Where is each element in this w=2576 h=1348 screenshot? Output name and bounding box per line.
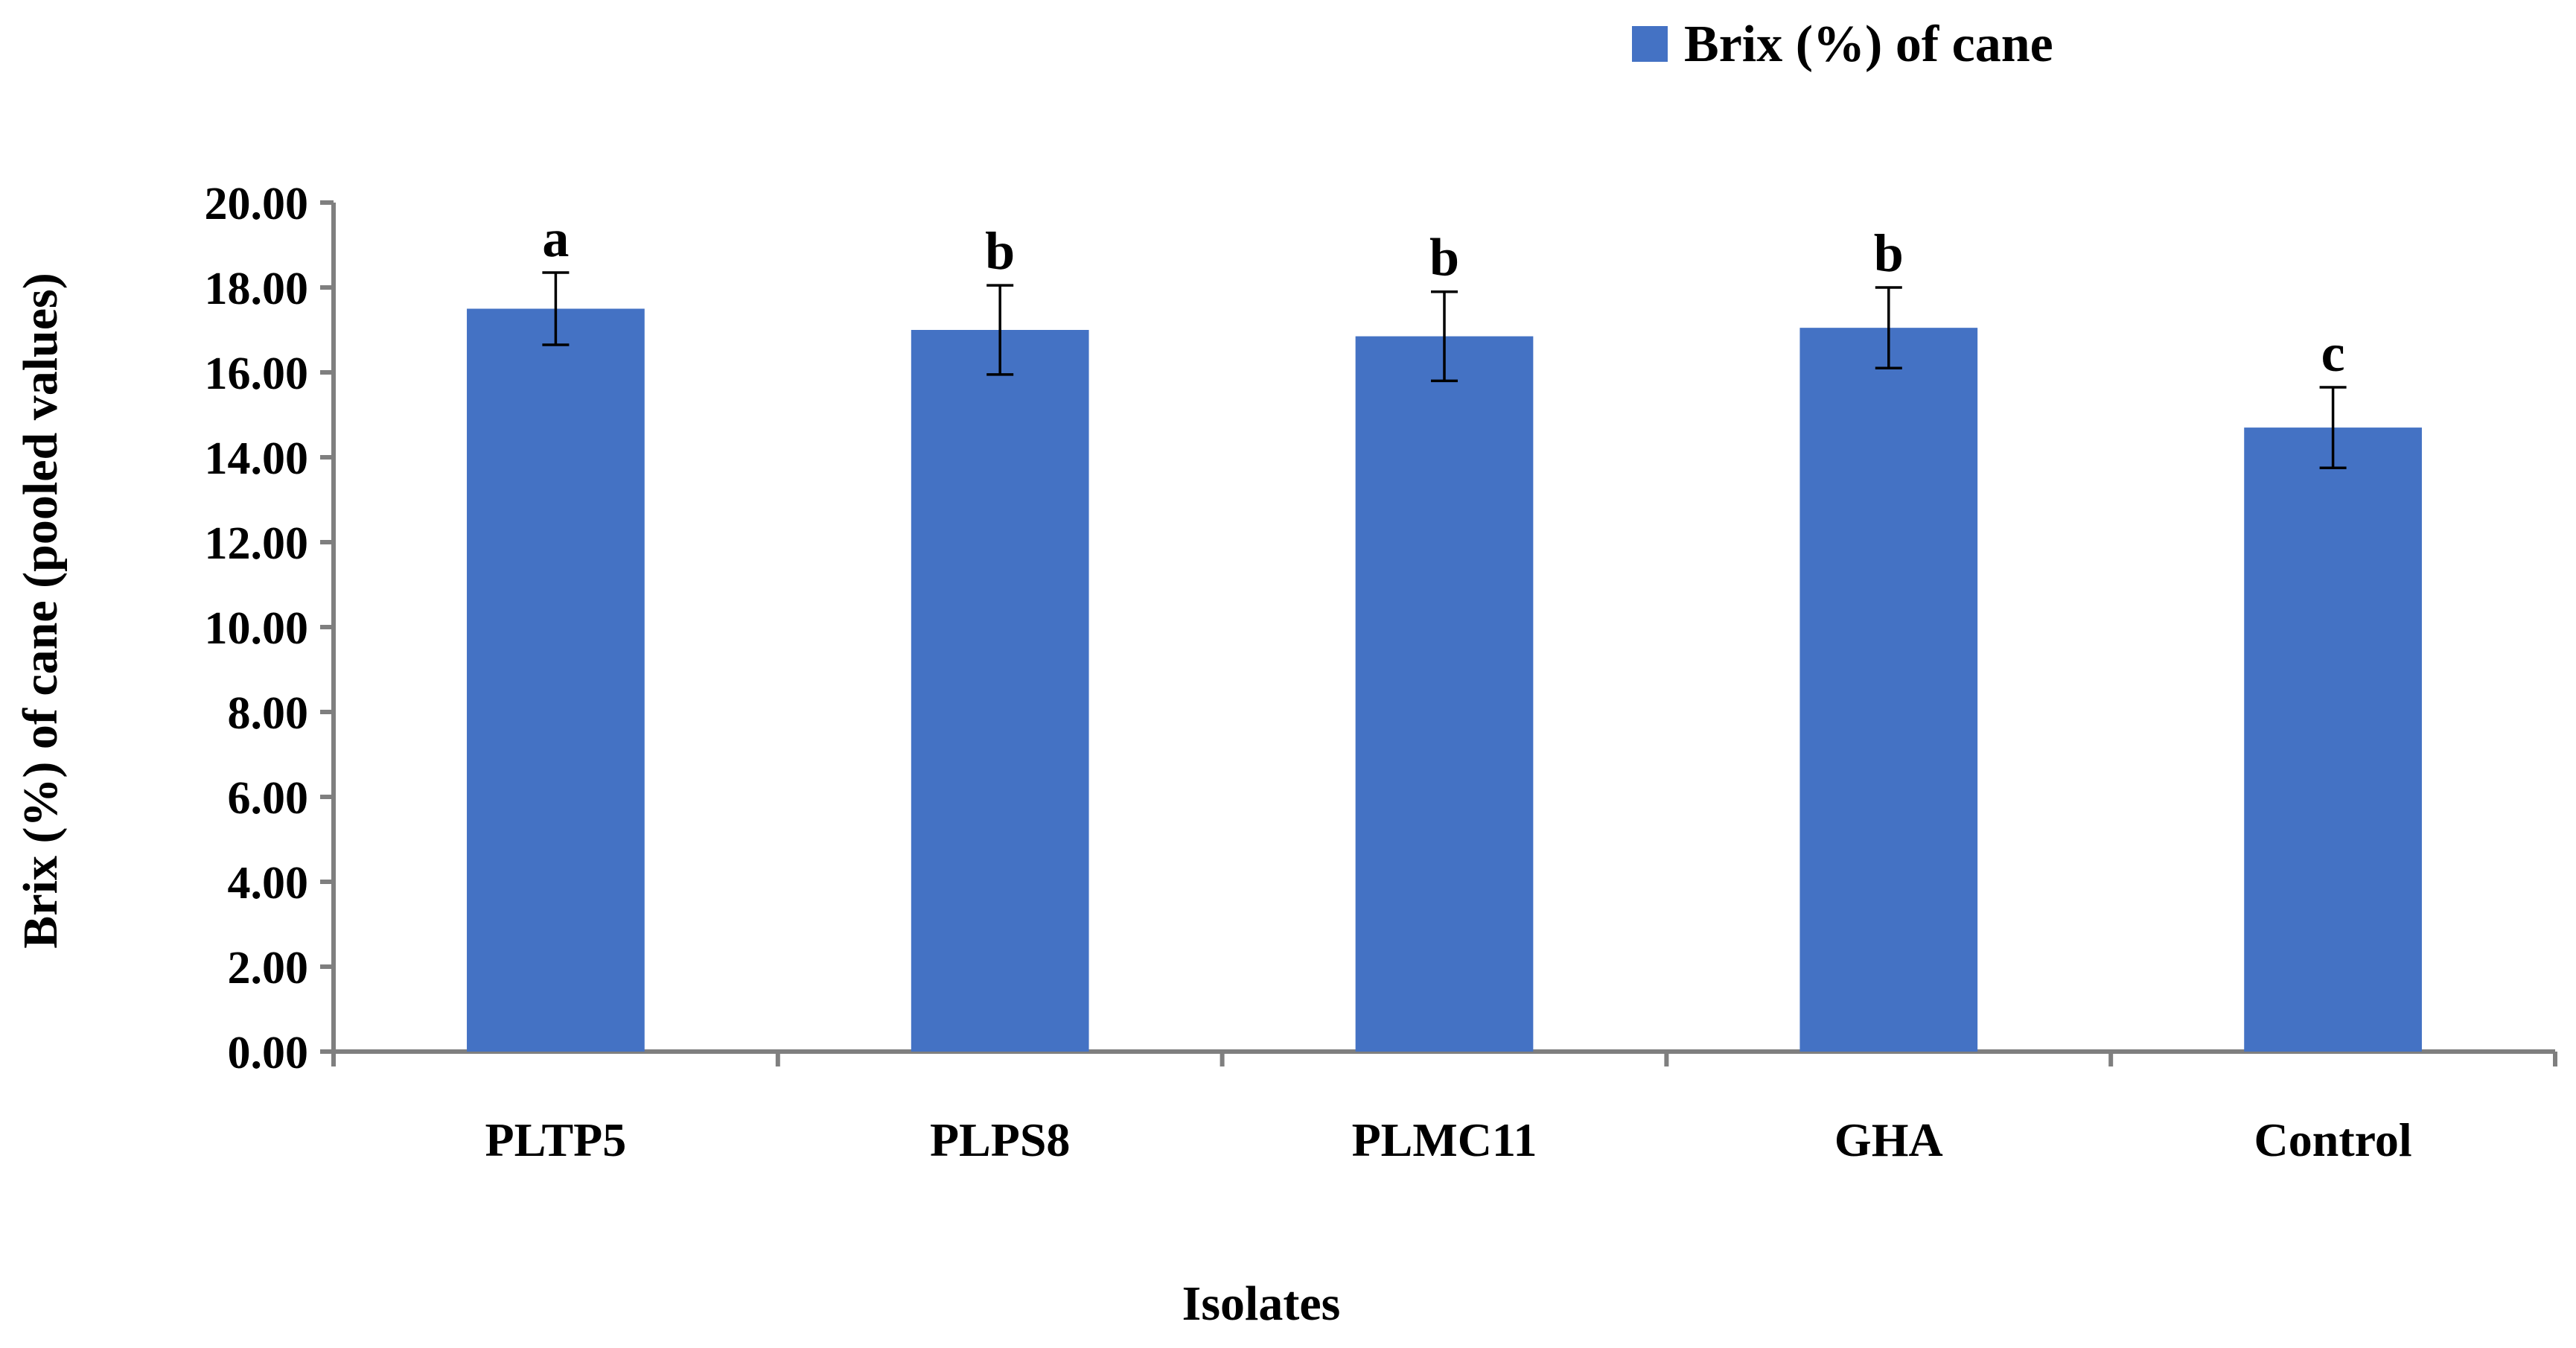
y-tick-label: 14.00 xyxy=(205,433,309,484)
bars: a b b b c xyxy=(467,209,2422,1052)
bar xyxy=(2244,427,2422,1052)
legend: Brix (%) of cane xyxy=(1632,16,2053,73)
y-tick-label: 2.00 xyxy=(228,943,309,993)
y-tick-label: 4.00 xyxy=(228,858,309,909)
x-tick-label: Control xyxy=(2254,1113,2412,1166)
y-tick-label: 12.00 xyxy=(205,518,309,569)
significance-label: b xyxy=(1874,223,1904,283)
y-tick-label: 10.00 xyxy=(205,603,309,654)
x-tick-label: PLTP5 xyxy=(485,1113,627,1166)
x-tick-label: PLPS8 xyxy=(930,1113,1070,1166)
y-axis-title: Brix (%) of cane (pooled values) xyxy=(13,273,68,948)
y-tick-label: 16.00 xyxy=(205,349,309,399)
y-tick-label: 8.00 xyxy=(228,688,309,739)
y-axis: 0.00 2.00 4.00 6.00 8.00 10.00 12.00 14.00 16.00… xyxy=(205,179,336,1078)
y-tick-label: 6.00 xyxy=(228,773,309,824)
y-tick-label: 18.00 xyxy=(205,264,309,314)
bar xyxy=(911,330,1089,1052)
x-axis-title: Isolates xyxy=(1182,1277,1341,1331)
x-axis: PLTP5 PLPS8 PLMC11 GHA Control xyxy=(331,1049,2557,1166)
y-tick-label: 0.00 xyxy=(228,1028,309,1078)
bar xyxy=(1799,328,1978,1052)
significance-label: b xyxy=(985,221,1015,281)
bar xyxy=(1355,336,1534,1052)
significance-label: a xyxy=(542,209,569,268)
x-tick-label: GHA xyxy=(1834,1113,1943,1166)
y-tick-label: 20.00 xyxy=(205,179,309,229)
bar xyxy=(467,308,645,1052)
significance-label: b xyxy=(1429,228,1459,287)
legend-swatch xyxy=(1632,26,1668,62)
legend-label: Brix (%) of cane xyxy=(1684,16,2053,73)
significance-label: c xyxy=(2321,323,2345,383)
x-tick-label: PLMC11 xyxy=(1352,1113,1537,1166)
